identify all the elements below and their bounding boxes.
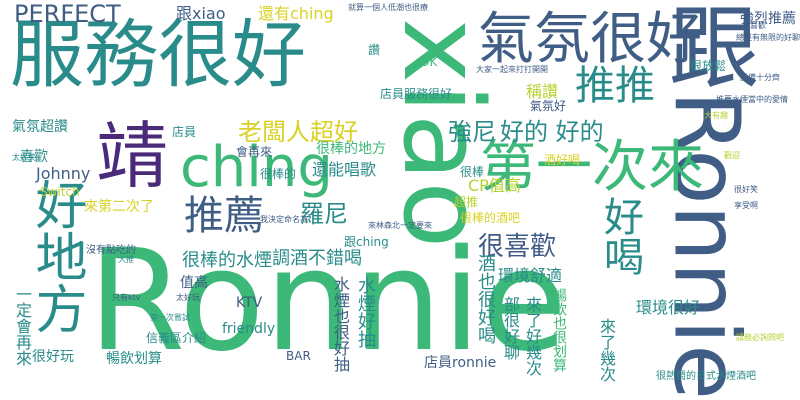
word: 超推 (454, 195, 479, 209)
word: 很喜歡 (478, 232, 557, 262)
word: 強尼 (448, 118, 496, 146)
word: 水煙好抽 (355, 276, 376, 348)
word: 來第二次了 (84, 199, 154, 215)
word: 只有ktv (112, 293, 141, 302)
word: 稱讚 (526, 82, 559, 101)
word: CP值高 (468, 176, 521, 195)
word: 讚 (368, 43, 381, 57)
word: 調酒不錯喝 (272, 248, 362, 269)
word: 喜歡 (20, 149, 48, 165)
word: 第一次來 (480, 135, 704, 200)
word: 很好笑 (734, 185, 758, 194)
word: 大有趣 (704, 111, 728, 120)
word: 店員服務很好 (380, 87, 453, 101)
word: 觀迎 (724, 151, 740, 160)
word: 太好玩 (176, 293, 200, 302)
word: 推薦 (184, 193, 264, 239)
word: PERFECT (14, 0, 121, 28)
word: 設備十分齊 (740, 73, 780, 82)
word: 環境很好 (636, 298, 701, 317)
word: 靖 (96, 114, 169, 198)
word: 很放鬆 (690, 59, 727, 73)
word: 沒有點吃的 (86, 245, 136, 256)
word: 很棒的地方 (316, 141, 386, 157)
word: 氣氛很好 (478, 7, 702, 72)
word: 氣氛超讚 (12, 119, 68, 135)
word: 最喜歡 (742, 21, 766, 30)
word: 很棒 (460, 165, 485, 179)
word: 大推 (118, 255, 134, 264)
word: 我決定命名為 (260, 215, 308, 224)
word: 店員ronnie (424, 355, 497, 371)
word: 很棒的水煙 (182, 250, 272, 271)
word: Switch (40, 185, 80, 199)
word: 會再來 (236, 145, 273, 159)
word: 推薦水煙當中的愛情 (716, 95, 788, 104)
word: 酒好喝 (544, 153, 581, 167)
word: 酒也很好喝 (475, 254, 496, 344)
word: 服務很好 (10, 12, 306, 98)
word: 跟ching (344, 235, 389, 249)
word: 強烈推薦 (740, 11, 796, 27)
word: 太好笑 (12, 153, 36, 162)
word: 很棒的 (260, 167, 297, 181)
word: 好喝 (597, 196, 643, 276)
word: 跟xiao (176, 4, 226, 23)
word: 還有ching (258, 4, 334, 23)
word: ching (180, 135, 333, 200)
word: 跟Ronnie (653, 0, 759, 400)
word: 推推 (575, 63, 655, 109)
word: 很好玩 (32, 349, 74, 365)
word: 值高 (180, 275, 208, 291)
word: 羅尼 (300, 200, 348, 228)
word: 部很好聊 (501, 296, 520, 360)
word: 就算一個人低潮也很療 (348, 3, 428, 12)
word: 大家一起來打打開開 (476, 65, 548, 74)
word: 很熱鬧的日式水煙酒吧 (656, 371, 756, 382)
word: 來林森北一定要來 (368, 221, 432, 230)
word: 店員 (172, 125, 197, 139)
word: Johnny (36, 164, 91, 183)
word: KTV (236, 295, 263, 311)
word: 氣氛好 (530, 99, 567, 113)
word: 來了幾次 (597, 318, 616, 382)
word: 環境舒適 (498, 266, 563, 285)
word: 還能唱歌 (312, 160, 377, 179)
word: 來了好幾次 (523, 296, 542, 376)
word: 享受啊 (734, 201, 758, 210)
word: 信義區介紹 (146, 331, 207, 345)
word: 好的 好的 (500, 118, 604, 146)
word: friendly (222, 321, 276, 337)
word: 很棒的酒吧 (460, 211, 521, 225)
word: 老闆人超好 (238, 118, 358, 146)
word: BAR (286, 349, 311, 363)
word: 暢飲划算 (106, 351, 162, 367)
word: Ronnie (88, 220, 568, 383)
word: OK (420, 55, 438, 69)
word: 好地方 (26, 178, 86, 334)
word: 暢飲也很划算 (551, 288, 567, 372)
word: xiao (379, 18, 507, 249)
word: 請務必詢問吧 (736, 333, 784, 342)
word: 水煙也很好抽 (331, 276, 350, 372)
word: 一定會再來 (13, 286, 32, 366)
word: 第一次嘗試 (150, 313, 190, 322)
word: 總是有無限的好聊 (736, 33, 800, 42)
